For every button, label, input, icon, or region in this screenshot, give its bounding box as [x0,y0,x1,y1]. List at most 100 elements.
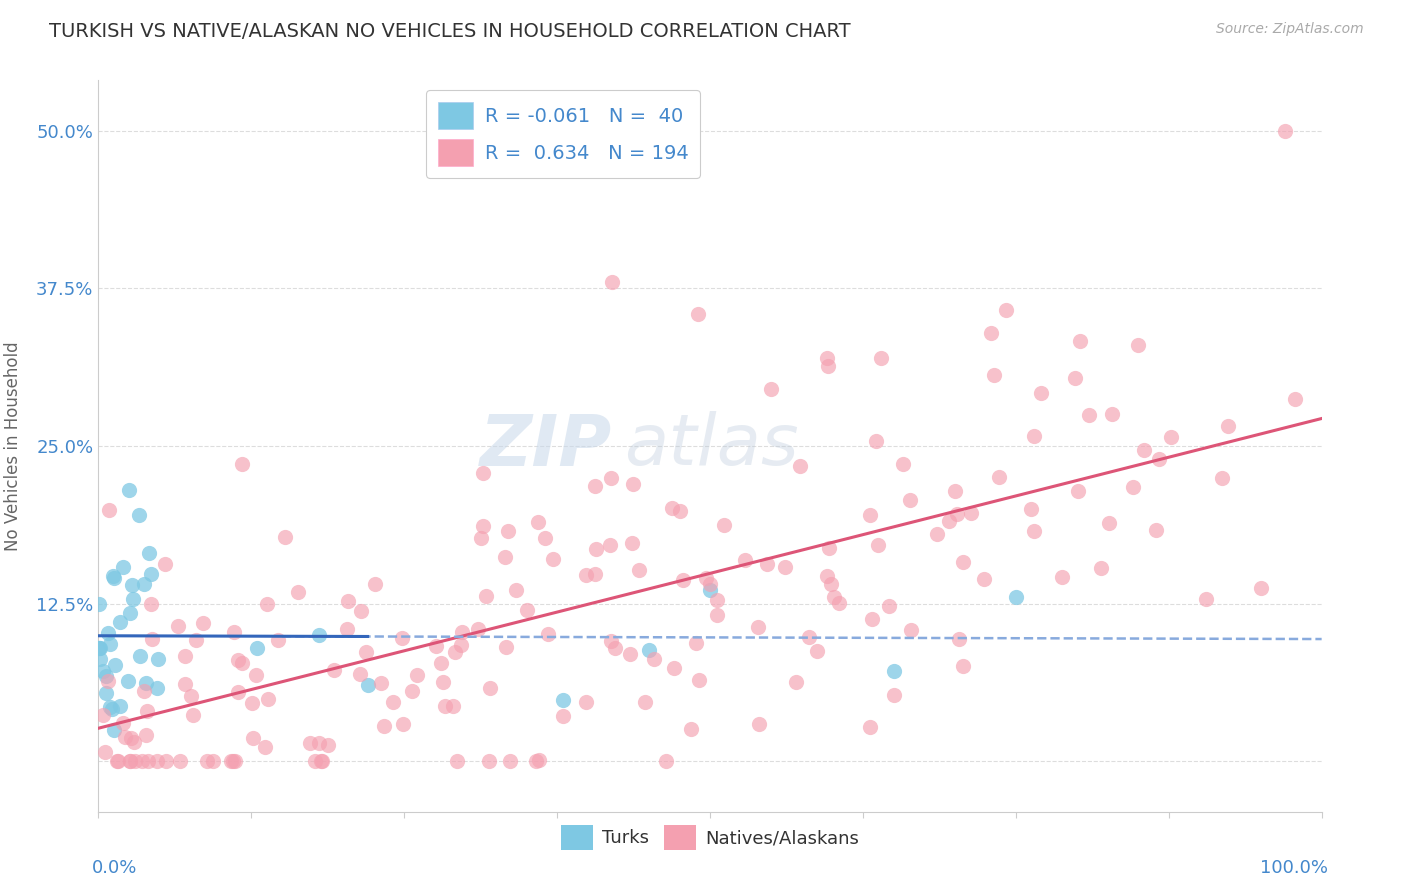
Point [755,557,778,571]
Point [101,702,124,716]
Point [495,640,517,655]
Point [114,730,136,744]
Point [686,307,709,321]
Point [634,695,657,709]
Point [688,673,710,687]
Point [980,326,1002,340]
Point [89,597,111,611]
Point [471,519,494,533]
Point [136,754,159,768]
Point [877,599,900,613]
Point [883,688,905,702]
Point [627,563,650,577]
Point [1195,592,1218,607]
Point [349,667,371,681]
Point [450,638,472,652]
Point [470,532,492,546]
Point [446,754,468,768]
Point [337,594,360,608]
Point [174,677,197,691]
Point [132,683,155,698]
Point [226,685,249,699]
Point [1149,452,1171,467]
Point [706,607,728,622]
Point [973,573,995,587]
Point [401,683,423,698]
Text: atlas: atlas [624,411,799,481]
Point [797,630,820,644]
Point [699,577,721,591]
Point [994,303,1017,318]
Point [145,681,167,695]
Point [883,665,905,679]
Point [373,719,395,733]
Point [827,596,849,610]
Point [124,754,146,768]
Point [671,574,693,588]
Point [1019,502,1042,516]
Point [1160,430,1182,444]
Point [1216,419,1239,434]
Point [136,704,159,718]
Point [960,506,983,520]
Point [240,696,263,710]
Point [131,754,153,768]
Point [89,652,111,666]
Point [499,754,522,768]
Point [132,577,155,591]
Point [1024,428,1046,442]
Point [105,754,128,768]
Point [167,619,190,633]
Point [643,651,665,665]
Point [180,689,202,703]
Point [685,636,707,650]
Point [773,559,796,574]
Point [662,661,685,675]
Point [110,615,132,630]
Point [1274,124,1296,138]
Point [1064,371,1087,385]
Point [859,720,882,734]
Point [1078,409,1101,423]
Point [89,640,111,655]
Point [155,754,177,768]
Point [184,633,207,648]
Point [478,681,501,695]
Point [527,515,550,529]
Point [1133,442,1156,457]
Point [370,675,392,690]
Point [101,569,124,583]
Point [195,754,218,768]
Point [350,604,373,618]
Point [117,673,139,688]
Point [637,643,661,657]
Point [122,735,145,749]
Point [1122,480,1144,494]
Point [668,504,690,518]
Point [231,457,253,471]
Point [121,578,143,592]
Point [900,623,922,637]
Point [450,624,472,639]
Point [1250,581,1272,595]
Point [231,656,253,670]
Point [98,637,121,651]
Point [534,531,557,545]
Point [748,717,770,731]
Point [655,754,678,768]
Point [94,745,117,759]
Point [122,591,145,606]
Point [536,626,558,640]
Point [983,368,1005,382]
Point [541,552,564,566]
Point [789,458,811,473]
Point [761,382,783,396]
Point [1144,524,1167,538]
Point [599,634,621,648]
Point [713,517,735,532]
Point [467,622,489,636]
Point [862,612,884,626]
Point [391,632,413,646]
Point [430,656,453,670]
Point [91,707,114,722]
